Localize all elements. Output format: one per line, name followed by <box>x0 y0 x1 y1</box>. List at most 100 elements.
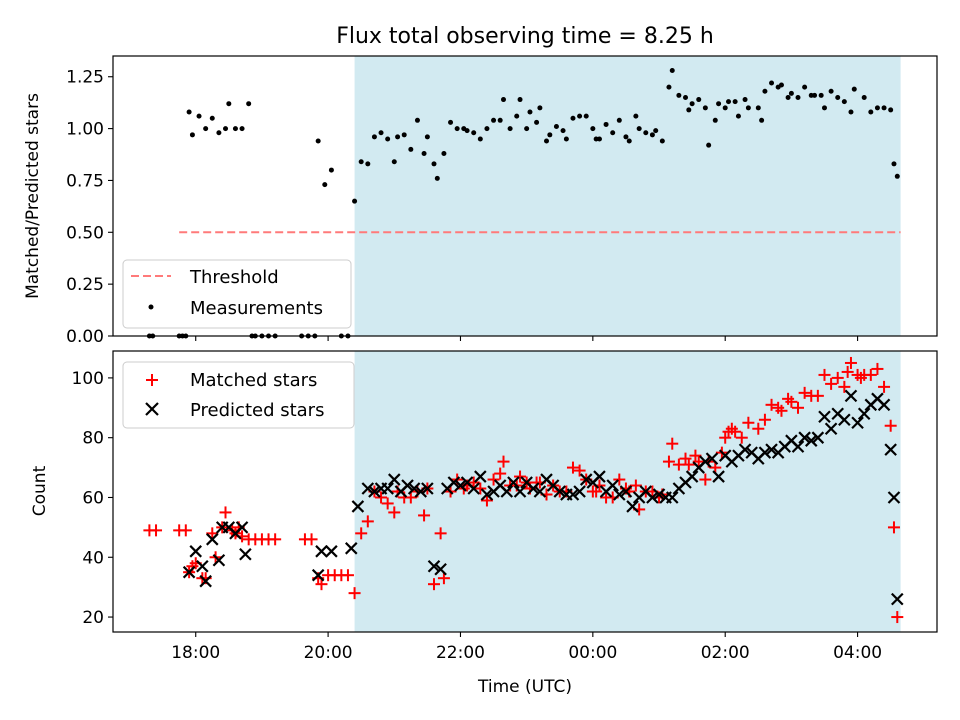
measurement-point <box>547 132 553 138</box>
measurement-point <box>209 115 215 121</box>
matched-point <box>315 578 328 591</box>
measurement-point <box>239 126 245 132</box>
predicted-point <box>351 500 365 513</box>
measurement-point <box>851 86 857 92</box>
measurement-point <box>189 132 195 138</box>
predicted-point <box>467 482 480 495</box>
predicted-point <box>434 562 447 576</box>
measurement-point <box>659 138 665 144</box>
y-tick-label: 0.75 <box>66 171 104 191</box>
matched-point <box>437 572 450 585</box>
predicted-point <box>891 592 904 606</box>
x-axis-label: Time (UTC) <box>477 677 572 697</box>
measurement-point <box>623 134 629 140</box>
measurement-point <box>745 105 751 111</box>
y-tick-label: 80 <box>82 429 104 449</box>
matched-point <box>467 476 480 489</box>
matched-point <box>887 521 900 534</box>
measurement-point <box>590 126 596 132</box>
legend-predicted-swatch <box>145 402 159 416</box>
measurement-point <box>431 161 437 167</box>
measurement-point <box>223 126 229 132</box>
predicted-point <box>421 482 434 495</box>
legend-measurements-swatch <box>148 304 154 310</box>
predicted-point <box>738 443 752 456</box>
measurement-point <box>216 130 222 136</box>
predicted-point <box>189 545 203 558</box>
x-tick-label: 18:00 <box>171 643 220 663</box>
x-tick-label: 22:00 <box>436 643 485 663</box>
measurement-point <box>818 92 824 98</box>
predicted-point <box>212 553 226 567</box>
matched-point <box>613 473 626 486</box>
predicted-point <box>474 470 487 483</box>
measurement-point <box>888 107 894 113</box>
measurement-point <box>534 119 540 125</box>
measurement-point <box>726 99 732 105</box>
measurement-point <box>441 150 447 156</box>
predicted-point <box>838 413 851 427</box>
ratio-y-axis-label: Matched/Predicted stars <box>23 93 43 299</box>
matched-point <box>662 455 675 468</box>
matched-point <box>348 587 361 600</box>
measurement-point <box>735 113 741 119</box>
measurement-point <box>315 138 321 144</box>
measurement-point <box>821 105 827 111</box>
measurement-point <box>706 142 712 148</box>
ratio-plot-frame <box>112 55 938 337</box>
matched-point <box>388 506 401 519</box>
matched-point <box>404 491 417 504</box>
matched-point <box>742 416 755 429</box>
legend-matched-swatch <box>146 374 158 386</box>
measurement-point <box>689 101 695 107</box>
measurement-point <box>544 138 550 144</box>
ratio-panel: 0.00 0.25 0.50 0.75 1.00 1.25 Matched/Predict… <box>23 55 938 347</box>
matched-point <box>305 533 318 546</box>
predicted-point <box>712 470 725 483</box>
count-plot-frame <box>112 350 938 633</box>
predicted-point <box>573 485 586 498</box>
measurement-point <box>391 159 397 165</box>
predicted-point <box>205 533 219 546</box>
y-tick-label: 1.00 <box>66 120 104 140</box>
matched-point <box>838 380 851 393</box>
measurement-point <box>616 117 622 123</box>
matched-point <box>474 482 487 495</box>
legend-threshold-label: Threshold <box>189 267 279 288</box>
ratio-axes: 0.00 0.25 0.50 0.75 1.00 1.25 <box>66 68 859 347</box>
matched-point <box>735 431 748 444</box>
predicted-point <box>811 431 825 444</box>
matched-point <box>497 455 510 468</box>
measurement-point <box>583 113 589 119</box>
measurement-point <box>835 94 841 100</box>
measurement-point <box>352 198 358 204</box>
predicted-point <box>758 446 772 459</box>
measurement-point <box>527 109 533 115</box>
predicted-point <box>507 476 520 489</box>
chart-title: Flux total observing time = 8.25 h <box>336 24 714 49</box>
measurement-point <box>812 92 818 98</box>
predicted-point <box>765 443 778 456</box>
predicted-point <box>500 485 514 498</box>
matched-point <box>891 611 904 624</box>
predicted-point <box>619 485 633 498</box>
y-tick-label: 1.25 <box>66 68 104 88</box>
matched-point <box>844 356 857 369</box>
predicted-point <box>844 389 858 403</box>
measurement-point <box>577 113 583 119</box>
predicted-point <box>199 574 212 588</box>
measurement-point <box>841 99 847 105</box>
measurement-point <box>500 97 506 103</box>
measurement-point <box>881 105 887 111</box>
y-tick-label: 0.50 <box>66 223 104 243</box>
matched-point <box>818 368 831 381</box>
measurement-point <box>769 80 775 86</box>
measurement-point <box>471 130 477 136</box>
matched-point <box>514 470 527 483</box>
legend-measurements-label: Measurements <box>190 298 323 319</box>
matched-point <box>811 389 824 402</box>
predicted-point <box>480 488 494 501</box>
predicted-point <box>665 491 679 504</box>
predicted-point <box>533 485 547 498</box>
matched-point <box>361 515 374 528</box>
